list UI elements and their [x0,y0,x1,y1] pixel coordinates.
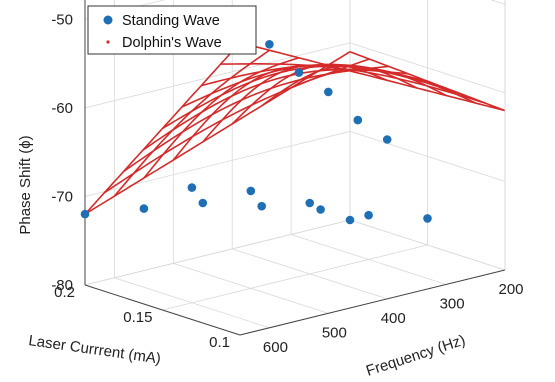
surface-line-constant-frequency [84,42,241,215]
x-tick-label: 600 [263,339,288,356]
standing-wave-point [80,209,90,219]
surface-line-constant-frequency [202,64,358,143]
legend-label-standing-wave: Standing Wave [122,13,220,29]
legend-box [87,5,257,55]
grid-line-z-back [84,131,351,197]
dolphin-wave-surface [84,41,506,215]
standing-wave-point [316,205,325,214]
axes: -50 -60 -70 -80 600 500 400 300 200 0.1 0.15 0.2 [51,0,524,356]
y-tick-label: 0.2 [54,284,75,301]
y-axis-line [84,284,241,336]
standing-wave-point [257,201,267,211]
standing-wave-point [364,210,373,220]
standing-wave-point [324,87,333,97]
surface-line-constant-current [123,65,389,172]
standing-wave-point [345,215,355,225]
grid-line-z-back [84,42,351,109]
standing-wave-point [198,198,208,208]
legend: Standing Wave Dolphin's Wave [87,5,257,55]
z-axis-label: Phase Shift (ϕ) [17,135,34,234]
grid-line-y-floor [84,219,351,286]
legend-marker-dolphin-wave [106,40,110,44]
x-axis-label: Frequency (Hz) [364,332,468,380]
x-axis-line [239,269,506,336]
z-tick-label: -80 [51,277,73,294]
standing-wave-point [187,183,197,192]
surface-line-constant-frequency [143,57,300,179]
surface-line-constant-current [103,58,370,194]
z-tick-label: -60 [51,100,73,117]
surface-line-constant-current [239,41,506,112]
x-tick-label: 200 [498,281,523,298]
x-tick-label: 500 [322,324,347,341]
surface-line-constant-current [142,68,409,151]
standing-wave-point [139,204,149,213]
z-tick-label: -50 [51,11,73,28]
standing-wave-point [423,214,432,223]
legend-label-dolphin-wave: Dolphin's Wave [122,35,222,51]
z-tick-label: -70 [51,188,73,205]
legend-marker-standing-wave [103,15,113,25]
standing-wave-point [265,40,274,49]
y-axis-label: Laser Currrent (mA) [27,332,161,367]
standing-wave-point [305,198,315,208]
surface-line-constant-current [84,51,351,215]
standing-wave-point [353,115,363,125]
standing-wave-point [246,186,256,196]
x-tick-label: 400 [381,310,406,327]
standing-wave-point [382,135,392,144]
standing-wave-point [294,68,304,77]
surface-line-constant-frequency [113,49,270,197]
grid-line-y-floor [162,244,428,311]
x-tick-label: 300 [440,295,465,312]
standing-wave-points [80,38,432,225]
y-tick-label: 0.15 [123,309,152,326]
y-tick-label: 0.1 [209,334,230,351]
